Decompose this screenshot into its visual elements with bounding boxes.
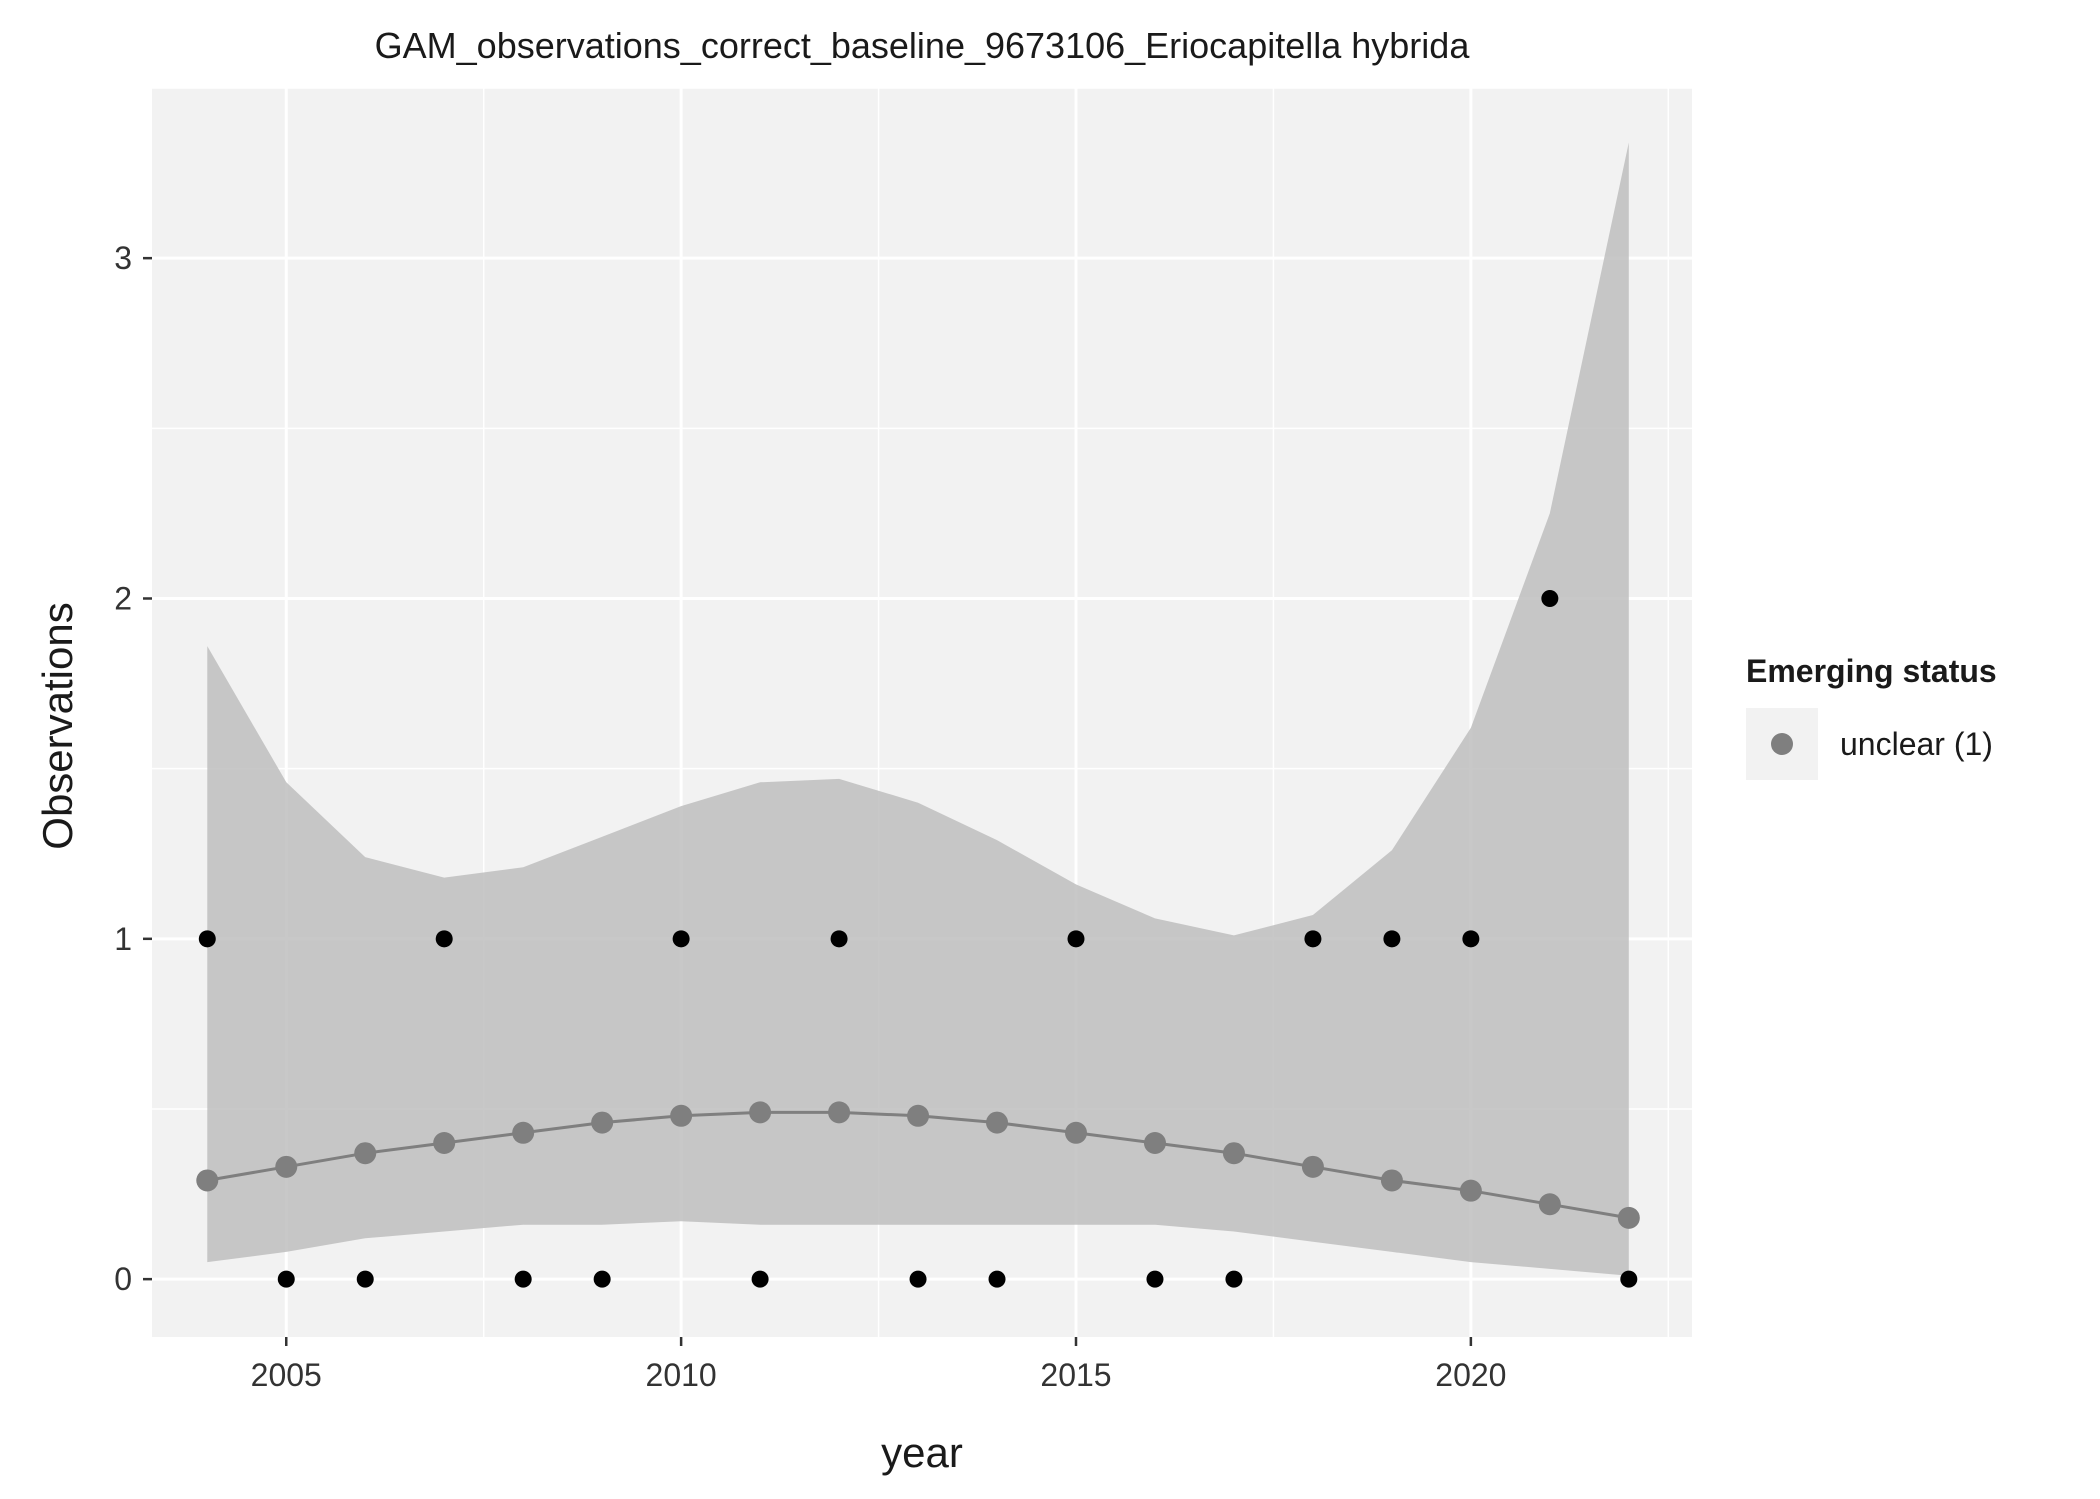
observation-point [1541,589,1559,607]
observation-points [198,589,1638,1288]
observation-point [514,1270,532,1288]
fit-point [1380,1169,1403,1192]
y-axis-title: Observations [34,602,81,849]
fit-point [749,1101,772,1124]
fit-point [1617,1206,1640,1229]
fit-point [1301,1155,1324,1178]
observation-point [830,930,848,948]
observation-point [198,930,216,948]
observation-point [672,930,690,948]
y-tick-label: 1 [114,921,132,957]
fit-point [1459,1179,1482,1202]
fit-point [828,1101,851,1124]
x-tick-label: 2020 [1435,1357,1506,1393]
observation-point [988,1270,1006,1288]
observation-point [277,1270,295,1288]
fit-point [591,1111,614,1134]
chart-title: GAM_observations_correct_baseline_967310… [375,25,1471,66]
fit-point [196,1169,219,1192]
legend: Emerging status unclear (1) [1746,653,1997,780]
fit-point [907,1104,930,1127]
x-axis-title: year [881,1429,963,1476]
observation-point [1067,930,1085,948]
fit-point [986,1111,1009,1134]
observation-point [593,1270,611,1288]
y-axis: 0 1 2 3 [114,240,152,1297]
observation-point [1146,1270,1164,1288]
observation-point [909,1270,927,1288]
fit-point [670,1104,693,1127]
x-tick-label: 2005 [251,1357,322,1393]
x-tick-label: 2010 [646,1357,717,1393]
fit-point [1065,1121,1087,1144]
fit-point [354,1142,377,1165]
fit-point [275,1155,298,1178]
confidence-ribbon [207,142,1629,1276]
x-tick-label: 2015 [1040,1357,1111,1393]
fit-point [512,1121,535,1144]
y-tick-label: 0 [114,1261,132,1297]
y-tick-label: 2 [114,580,132,616]
legend-title: Emerging status [1746,653,1997,689]
observation-point [435,930,453,948]
fit-point [1222,1142,1245,1165]
observation-point [1462,930,1480,948]
fit-point [433,1132,456,1155]
legend-label: unclear (1) [1840,726,1993,762]
observation-point [1225,1270,1243,1288]
minor-gridlines [152,87,1692,1337]
observation-point [1304,930,1322,948]
fit-point [1538,1193,1561,1216]
observation-point [751,1270,769,1288]
y-tick-label: 3 [114,240,132,276]
fit-points [196,1101,1640,1229]
observation-point [1383,930,1401,948]
legend-key-point [1771,733,1793,755]
fit-point [1143,1132,1166,1155]
x-axis: 2005 2010 2015 2020 [251,1337,1506,1393]
observation-point [1620,1270,1638,1288]
observation-point [356,1270,374,1288]
